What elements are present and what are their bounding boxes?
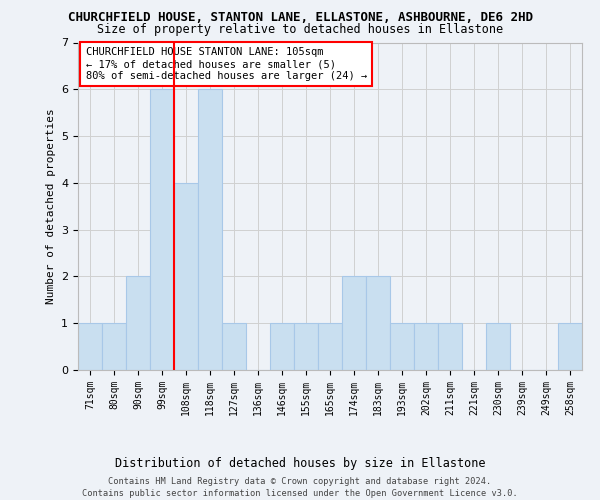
Y-axis label: Number of detached properties: Number of detached properties [46, 108, 56, 304]
Bar [174, 183, 198, 370]
Bar [294, 323, 318, 370]
Text: Contains public sector information licensed under the Open Government Licence v3: Contains public sector information licen… [82, 489, 518, 498]
Text: Contains HM Land Registry data © Crown copyright and database right 2024.: Contains HM Land Registry data © Crown c… [109, 478, 491, 486]
Bar [78, 323, 102, 370]
Bar [102, 323, 126, 370]
Text: CHURCHFIELD HOUSE STANTON LANE: 105sqm
← 17% of detached houses are smaller (5)
: CHURCHFIELD HOUSE STANTON LANE: 105sqm ←… [86, 48, 367, 80]
Bar [486, 323, 510, 370]
Bar [150, 90, 174, 370]
Bar [438, 323, 462, 370]
Bar [126, 276, 150, 370]
Bar [390, 323, 414, 370]
Bar [342, 276, 366, 370]
Bar [318, 323, 342, 370]
Text: Distribution of detached houses by size in Ellastone: Distribution of detached houses by size … [115, 458, 485, 470]
Bar [558, 323, 582, 370]
Bar [414, 323, 438, 370]
Bar [270, 323, 294, 370]
Bar [198, 90, 222, 370]
Bar [222, 323, 246, 370]
Text: Size of property relative to detached houses in Ellastone: Size of property relative to detached ho… [97, 22, 503, 36]
Bar [366, 276, 390, 370]
Text: CHURCHFIELD HOUSE, STANTON LANE, ELLASTONE, ASHBOURNE, DE6 2HD: CHURCHFIELD HOUSE, STANTON LANE, ELLASTO… [67, 11, 533, 24]
